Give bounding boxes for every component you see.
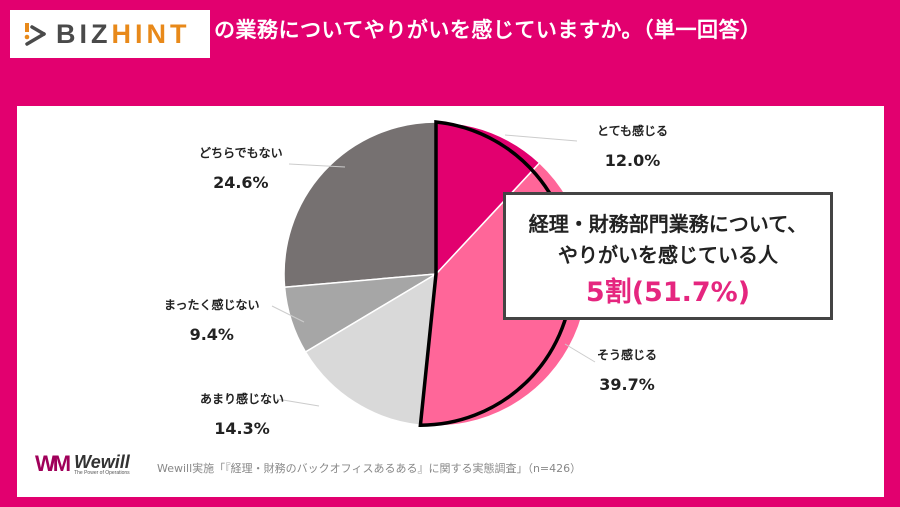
wewill-logo: WM Wewill The Power of Operations: [35, 451, 130, 477]
wewill-brand: Wewill: [74, 451, 130, 472]
label-very-much: とても感じる 12.0%: [597, 124, 669, 170]
label-somewhat: そう感じる 39.7%: [597, 348, 658, 394]
logo-hint: HINT: [111, 18, 191, 49]
chart-panel: とても感じる 12.0% そう感じる 39.7% あまり感じない 14.3% ま…: [17, 106, 884, 497]
callout-line1: 経理・財務部門業務について、: [528, 212, 808, 236]
summary-callout: 経理・財務部門業務について、 やりがいを感じている人 5割(51.7%): [503, 192, 833, 320]
wewill-mark-icon: WM: [35, 451, 71, 476]
label-not-much: あまり感じない 14.3%: [200, 392, 285, 438]
page-title: の業務についてやりがいを感じていますか。（単一回答）: [214, 18, 762, 42]
callout-highlight: 5割(51.7%): [585, 277, 751, 308]
source-note: Wewill実施「『経理・財務のバックオフィスあるある』に関する実態調査」（n=…: [157, 462, 582, 475]
label-neither: どちらでもない 24.6%: [199, 146, 283, 192]
wewill-tagline: The Power of Operations: [74, 469, 130, 476]
pie-chart: [271, 120, 596, 427]
label-not-at-all: まったく感じない 9.4%: [164, 298, 260, 344]
callout-line2: やりがいを感じている人: [558, 243, 778, 267]
logo-biz: BIZ: [56, 18, 112, 49]
bizhint-mark-icon: [24, 23, 46, 46]
slice-not-much: [304, 272, 437, 427]
slice-neither: [283, 121, 437, 289]
bizhint-logo: BIZ HINT: [10, 10, 210, 58]
